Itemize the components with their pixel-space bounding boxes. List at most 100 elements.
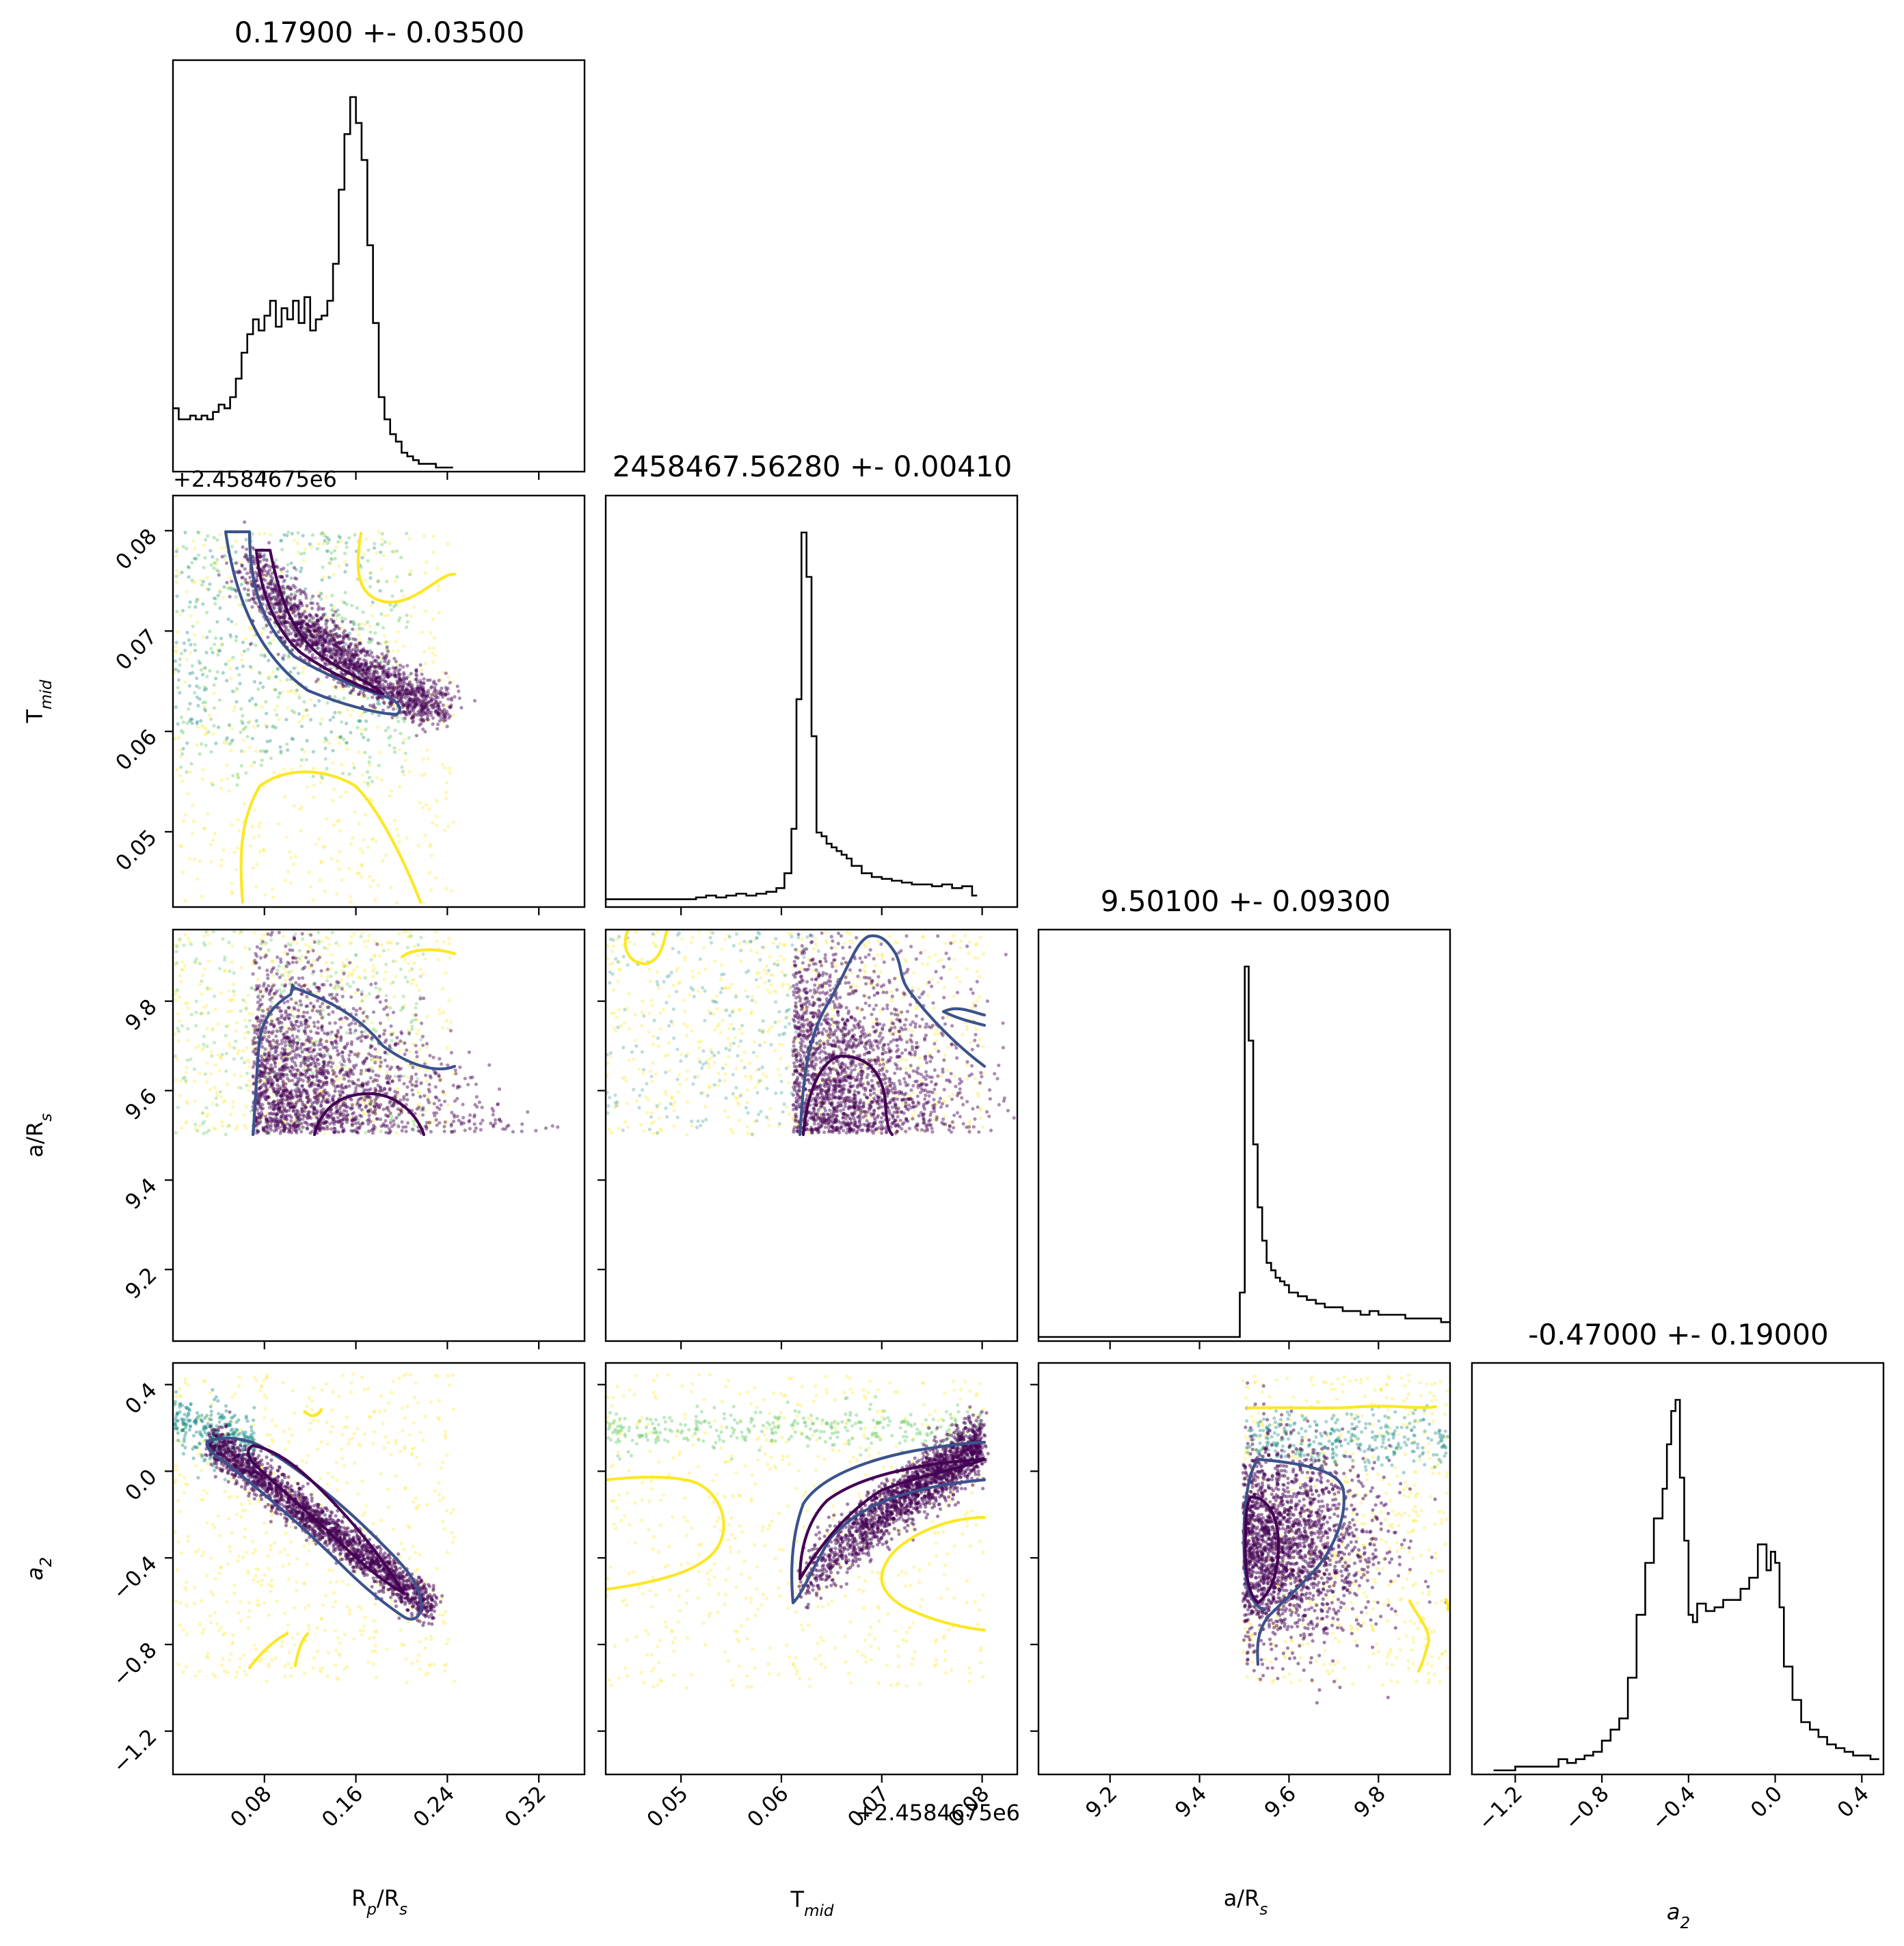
- sample-point: [258, 532, 262, 536]
- sample-point: [321, 1001, 325, 1005]
- sample-point: [176, 1012, 180, 1016]
- sample-point: [183, 530, 187, 535]
- sample-point: [391, 692, 395, 697]
- sample-point: [285, 705, 290, 710]
- sample-point: [384, 1038, 388, 1042]
- sample-point: [221, 937, 225, 941]
- sample-point: [289, 602, 293, 606]
- sample-point: [300, 1050, 304, 1054]
- sample-point: [376, 664, 380, 668]
- sample-point: [174, 949, 178, 954]
- sample-point: [237, 673, 241, 677]
- sample-point: [321, 532, 325, 536]
- sample-point: [388, 541, 392, 545]
- sample-point: [454, 1072, 458, 1076]
- sample-point: [362, 780, 366, 784]
- sample-point: [382, 686, 386, 690]
- sample-point: [288, 948, 292, 952]
- sample-point: [371, 1069, 375, 1073]
- sample-point: [297, 619, 301, 623]
- sample-point: [283, 1040, 287, 1044]
- sample-point: [410, 1127, 415, 1131]
- sample-point: [410, 1027, 414, 1031]
- sample-point: [337, 741, 341, 745]
- sample-point: [397, 720, 401, 724]
- sample-point: [422, 677, 426, 681]
- sample-point: [406, 704, 411, 708]
- sample-point: [193, 1099, 197, 1103]
- sample-point: [240, 1056, 244, 1060]
- sample-point: [181, 545, 185, 549]
- sample-point: [418, 801, 422, 805]
- sample-point: [220, 1053, 224, 1057]
- sample-point: [372, 703, 376, 707]
- sample-point: [285, 574, 289, 578]
- sample-point: [437, 1008, 441, 1012]
- sample-point: [213, 597, 218, 601]
- sample-point: [388, 1006, 392, 1010]
- sample-point: [414, 1080, 418, 1084]
- sample-point: [359, 1072, 363, 1076]
- sample-point: [188, 600, 192, 604]
- sample-point: [337, 612, 341, 617]
- sample-point: [225, 736, 229, 740]
- sample-point: [436, 958, 440, 962]
- sample-point: [401, 681, 405, 685]
- sample-point: [310, 606, 314, 610]
- sample-point: [206, 730, 211, 734]
- sample-point: [372, 546, 377, 550]
- sample-point: [325, 1076, 329, 1080]
- sample-point: [384, 962, 388, 967]
- sample-point: [238, 681, 242, 686]
- sample-point: [245, 1083, 249, 1087]
- sample-point: [383, 1029, 387, 1033]
- sample-point: [282, 1001, 286, 1005]
- sample-point: [193, 690, 197, 695]
- sample-point: [336, 859, 340, 863]
- sample-point: [420, 773, 424, 777]
- sample-point: [353, 678, 358, 682]
- sample-point: [209, 1049, 213, 1054]
- sample-point: [232, 1057, 236, 1061]
- sample-point: [247, 1018, 252, 1023]
- sample-point: [248, 719, 252, 723]
- sample-point: [222, 740, 226, 744]
- sample-point: [463, 1077, 467, 1081]
- sample-point: [260, 758, 264, 762]
- sample-point: [444, 781, 448, 785]
- sample-point: [273, 688, 278, 692]
- sample-point: [392, 604, 397, 609]
- sample-point: [254, 643, 258, 647]
- sample-point: [429, 631, 433, 635]
- sample-point: [358, 638, 362, 643]
- sample-point: [330, 551, 334, 555]
- sample-point: [386, 640, 390, 644]
- sample-point: [356, 664, 360, 668]
- sample-point: [235, 687, 239, 691]
- sample-point: [392, 707, 396, 711]
- sample-point: [411, 718, 416, 722]
- sample-point: [371, 969, 375, 973]
- sample-point: [275, 989, 279, 993]
- sample-point: [345, 1109, 349, 1113]
- sample-point: [446, 686, 450, 690]
- sample-point: [269, 586, 273, 591]
- sample-point: [392, 669, 397, 674]
- sample-point: [175, 988, 179, 992]
- sample-point: [330, 653, 334, 657]
- sample-point: [263, 722, 267, 727]
- sample-point: [177, 995, 182, 999]
- sample-point: [395, 684, 399, 688]
- sample-point: [401, 994, 405, 999]
- sample-point: [310, 1057, 314, 1061]
- sample-point: [340, 619, 345, 623]
- sample-point: [383, 1058, 388, 1062]
- sample-point: [371, 878, 375, 882]
- sample-point: [258, 956, 263, 960]
- sample-point: [397, 619, 401, 623]
- sample-point: [254, 951, 258, 956]
- sample-point: [241, 545, 245, 550]
- sample-point: [369, 604, 373, 608]
- sample-point: [267, 676, 271, 680]
- sample-point: [193, 960, 197, 964]
